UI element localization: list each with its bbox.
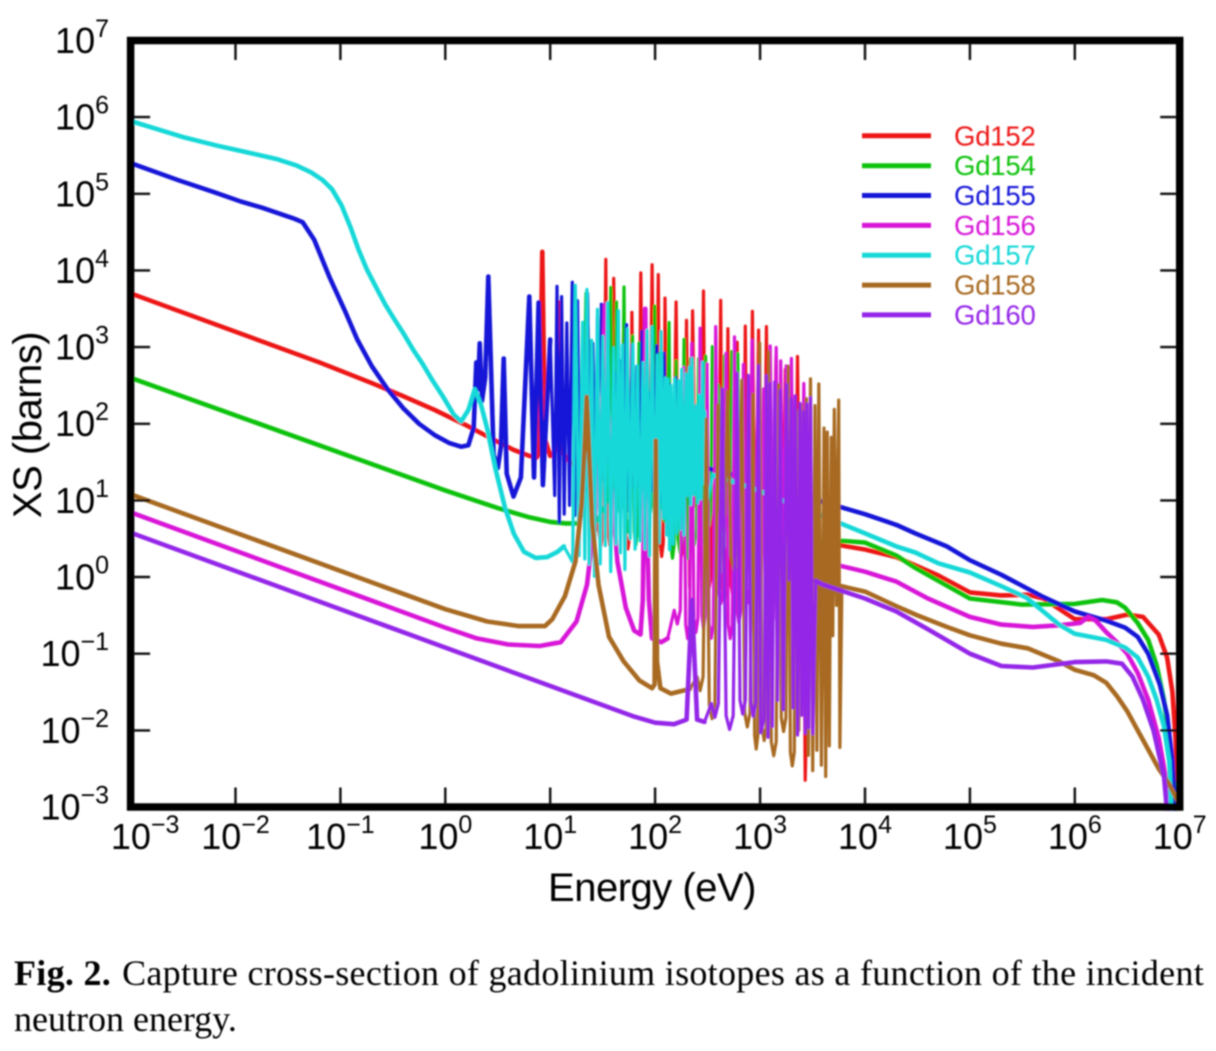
svg-text:10−1: 10−1 bbox=[40, 628, 109, 674]
svg-text:Fig. 2.Capture cross-section o: Fig. 2. Capture cross-section of gadolini… bbox=[14, 953, 1204, 993]
svg-text:10−1: 10−1 bbox=[306, 811, 375, 857]
svg-text:106: 106 bbox=[55, 92, 109, 138]
svg-text:Gd154: Gd154 bbox=[954, 150, 1036, 181]
svg-text:Gd160: Gd160 bbox=[954, 299, 1036, 330]
svg-text:101: 101 bbox=[523, 811, 577, 857]
svg-text:Gd152: Gd152 bbox=[954, 120, 1036, 151]
svg-text:Energy (eV): Energy (eV) bbox=[548, 866, 756, 910]
svg-text:104: 104 bbox=[55, 245, 109, 291]
svg-text:Gd156: Gd156 bbox=[954, 210, 1036, 241]
svg-text:Gd157: Gd157 bbox=[954, 240, 1036, 271]
svg-text:neutron energy.: neutron energy. bbox=[14, 999, 237, 1039]
svg-text:102: 102 bbox=[628, 811, 682, 857]
svg-text:Gd158: Gd158 bbox=[954, 270, 1036, 301]
svg-text:107: 107 bbox=[1153, 811, 1207, 857]
svg-text:Gd155: Gd155 bbox=[954, 180, 1036, 211]
svg-text:XS (barns): XS (barns) bbox=[6, 332, 50, 518]
svg-text:105: 105 bbox=[55, 168, 109, 214]
svg-text:100: 100 bbox=[55, 552, 109, 598]
